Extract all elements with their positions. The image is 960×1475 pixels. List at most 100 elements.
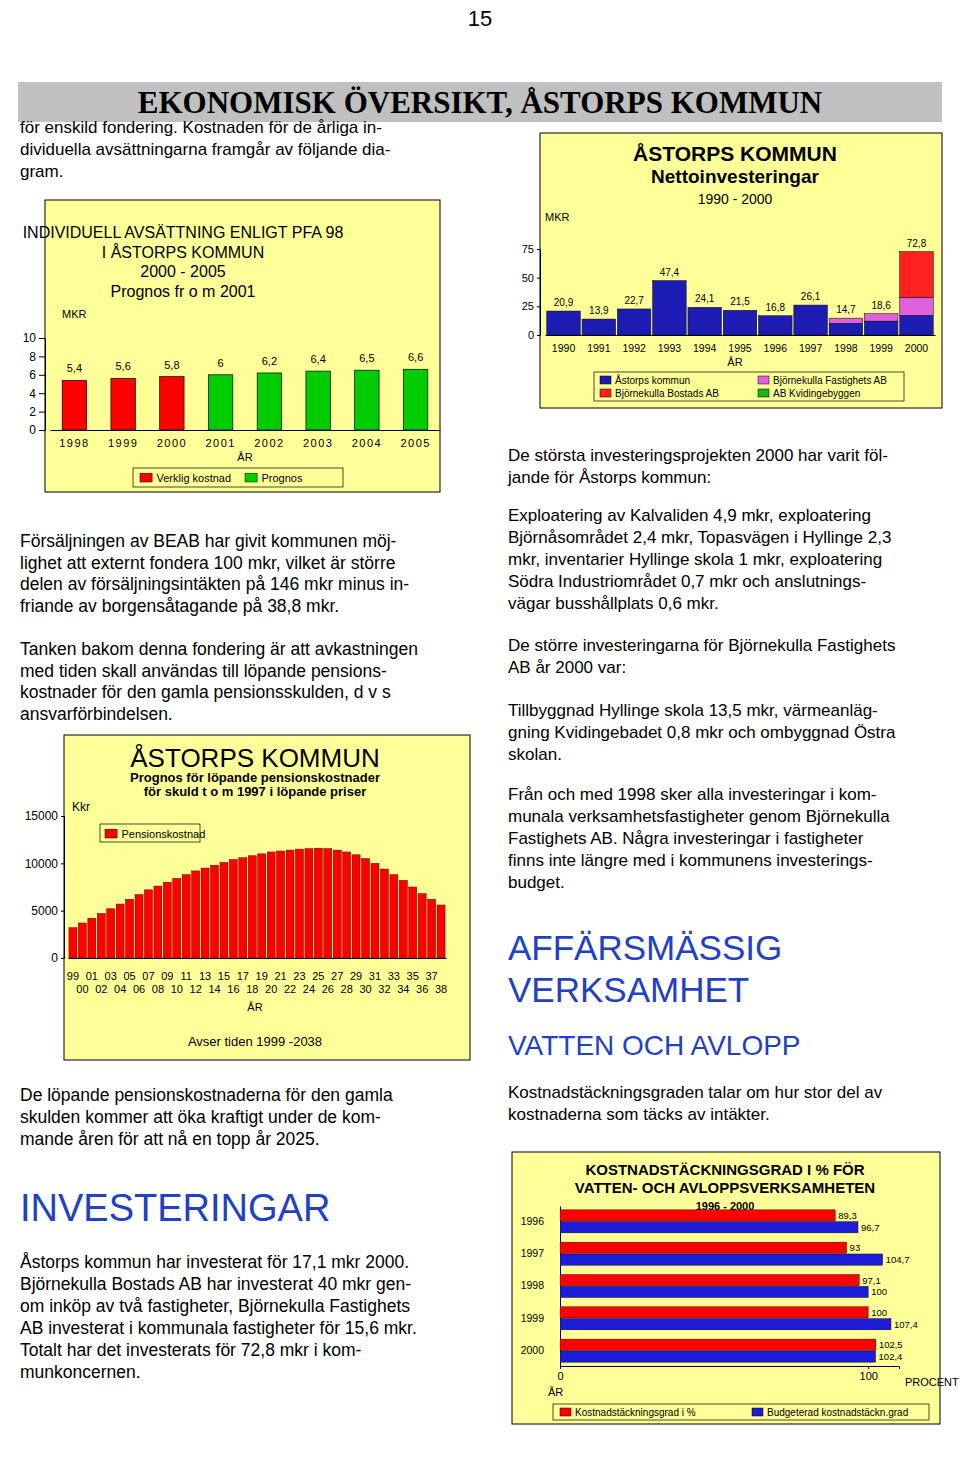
tick-label: 21 (274, 970, 286, 982)
tick-label: 31 (369, 970, 381, 982)
tick: 09 (161, 958, 173, 982)
tick-label: 00 (76, 983, 88, 995)
tick-label: 75 (522, 243, 534, 255)
tick-label: 05 (123, 970, 135, 982)
paragraph-line: kostnader för den gamla pensionsskulden,… (20, 682, 391, 702)
tick-label: 1998 (834, 342, 858, 354)
tick: 15000 (25, 809, 64, 823)
tick-label: 1998 (521, 1279, 545, 1291)
tick: 33 (388, 958, 400, 982)
tick: 1998 (834, 335, 858, 354)
paragraph-line: för enskild fondering. Kostnaden för de … (20, 118, 382, 137)
data-label: 100 (871, 1286, 887, 1297)
paragraph-line: Kostnadstäckningsgraden talar om hur sto… (508, 1083, 883, 1102)
paragraph-line: mande åren för att nå en topp år 2025. (20, 1129, 320, 1149)
chart-title: VATTEN- OCH AVLOPPSVERKSAMHETEN (575, 1179, 875, 1196)
section-heading: AFFÄRSMÄSSIG (508, 928, 782, 967)
axis-line (45, 339, 46, 431)
bar (258, 854, 266, 958)
tick-mark (39, 430, 45, 431)
paragraph-line: ansvarförbindelsen. (20, 704, 173, 724)
paragraph-line: skolan. (508, 745, 562, 764)
tick-mark (39, 393, 45, 394)
tick: 05 (123, 958, 135, 982)
bar-segment (829, 323, 863, 335)
chart-title: för skuld t o m 1997 i löpande priser (144, 784, 367, 799)
tick-label: 1996 (764, 342, 788, 354)
paragraph-line: Försäljningen av BEAB har givit kommunen… (20, 531, 397, 551)
legend-label: Prognos (262, 472, 303, 484)
bar (305, 849, 313, 958)
bar (560, 1210, 835, 1221)
bar (380, 869, 388, 958)
data-label: 5,4 (67, 362, 82, 374)
bar (390, 875, 398, 958)
tick-label: 09 (161, 970, 173, 982)
paragraph-line: Björnekulla Bostads AB har investerat 40… (20, 1274, 411, 1294)
bar (160, 377, 184, 430)
tick: 1999 (108, 430, 138, 449)
bar (192, 871, 200, 958)
paragraph-line: Tanken bakom denna fondering är att avka… (20, 639, 418, 659)
tick: 1990 (552, 335, 576, 354)
tick: 2004 (352, 430, 382, 449)
page-number: 15 (468, 6, 492, 31)
tick-label: 1999 (108, 437, 138, 449)
legend-label: AB Kvidingebyggen (773, 388, 860, 399)
tick-mark (39, 356, 45, 357)
bar (220, 862, 228, 958)
legend-swatch (140, 473, 152, 482)
tick-mark (537, 335, 540, 336)
bar (144, 890, 152, 958)
tick-label: 12 (190, 983, 202, 995)
tick-label: 15 (218, 970, 230, 982)
tick-label: 26 (322, 983, 334, 995)
bar (248, 856, 256, 958)
legend-label: Kostnadstäckningsgrad i % (575, 1407, 696, 1418)
total-label: 13,9 (589, 305, 609, 316)
bar-segment (688, 307, 722, 335)
tick-label: 6 (29, 368, 36, 382)
tick: 8 (29, 350, 45, 364)
axis-title: ÅR (237, 451, 252, 463)
tick-label: 1997 (521, 1247, 545, 1259)
paragraph-line: Totalt har det investerats för 72,8 mkr … (20, 1340, 362, 1360)
chart: KOSTNADSTÄCKNINGSGRAD I % FÖRVATTEN- OCH… (512, 1152, 959, 1424)
bar (371, 863, 379, 958)
tick: 99 (67, 958, 79, 982)
paragraph-line: om inköp av två fastigheter, Björnekulla… (20, 1296, 410, 1316)
tick-label: 0 (29, 423, 36, 437)
tick: 2000 (157, 430, 187, 449)
paragraph-line: finns inte längre med i kommunens invest… (508, 851, 873, 870)
chart-title: Prognos fr o m 2001 (111, 283, 256, 300)
tick: 10000 (25, 857, 64, 871)
total-label: 14,7 (836, 304, 856, 315)
y-axis: 050001000015000 (25, 809, 65, 965)
tick-label: 1997 (799, 342, 823, 354)
paragraph-line: munkoncernen. (20, 1362, 141, 1382)
legend-label: Pensionskostnad (122, 828, 206, 840)
paragraph-line: Björnåsområdet 2,4 mkr, Topasvägen i Hyl… (508, 528, 891, 547)
tick-label: 2000 (521, 1344, 545, 1356)
page-header: EKONOMISK ÖVERSIKT, ÅSTORPS KOMMUN (138, 85, 822, 120)
bar-segment (864, 321, 898, 335)
chart: INDIVIDUELL AVSÄTTNING ENLIGT PFA 98I ÅS… (23, 200, 441, 492)
bar-segment (829, 318, 863, 323)
bar (78, 923, 86, 958)
chart: ÅSTORPS KOMMUNPrognos för löpande pensio… (25, 735, 470, 1060)
tick-label: 10 (23, 331, 37, 345)
tick: 38 (435, 958, 447, 995)
axis-line (51, 430, 441, 431)
tick-label: 4 (29, 387, 36, 401)
tick-label: 2003 (303, 437, 333, 449)
total-label: 22,7 (624, 295, 644, 306)
bar (173, 878, 181, 958)
bar (560, 1339, 876, 1350)
bar (409, 887, 417, 958)
y-axis: 0 2 4 6 8 10 (23, 331, 46, 437)
tick: 2 (29, 405, 45, 419)
tick-label: 2004 (352, 437, 382, 449)
chart-box (45, 200, 440, 492)
section-heading: VATTEN OCH AVLOPP (508, 1030, 801, 1061)
tick-label: 28 (341, 983, 353, 995)
